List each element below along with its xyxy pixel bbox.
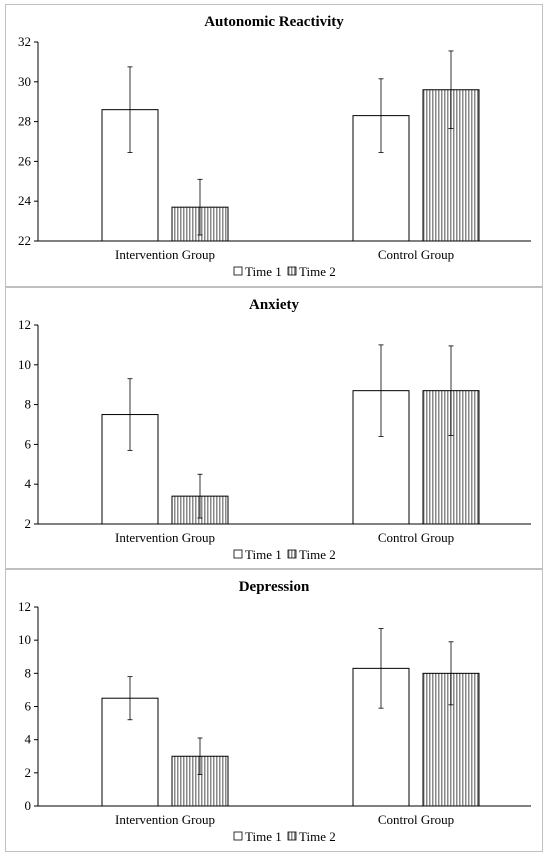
- y-tick-label: 8: [25, 665, 32, 680]
- chart-svg: 0 2 4 6 8 10 12 Intervention Group Control Group…: [18, 599, 531, 844]
- legend-swatch: [233, 266, 243, 276]
- y-tick-label: 8: [25, 397, 32, 412]
- legend-swatch: [287, 549, 297, 559]
- legend-swatch: [233, 549, 243, 559]
- legend-label: Time 1: [245, 547, 282, 562]
- x-category-label: Intervention Group: [115, 812, 215, 827]
- x-category-label: Control Group: [378, 812, 454, 827]
- y-tick-label: 30: [18, 74, 31, 89]
- y-tick-label: 28: [18, 114, 31, 129]
- chart-svg: 2 4 6 8 10 12 Intervention Group Control Group T…: [18, 317, 531, 562]
- legend-label: Time 1: [245, 264, 282, 279]
- chart-svg: 22 24 26 28 30 32 Intervention Group Control Gr…: [18, 34, 531, 279]
- legend-swatch: [287, 831, 297, 841]
- chart-panel-anxiety: Anxiety 2 4 6 8 10 12 Intervention Group Contro…: [5, 287, 543, 569]
- y-tick-label: 26: [18, 153, 32, 168]
- legend-label: Time 2: [299, 829, 336, 844]
- legend-swatch: [287, 266, 297, 276]
- x-category-label: Control Group: [378, 247, 454, 262]
- y-tick-label: 22: [18, 233, 31, 248]
- x-category-label: Intervention Group: [115, 247, 215, 262]
- y-tick-label: 0: [25, 798, 32, 813]
- legend-label: Time 2: [299, 264, 336, 279]
- y-tick-label: 4: [25, 732, 32, 747]
- y-tick-label: 24: [18, 193, 32, 208]
- y-tick-label: 10: [18, 632, 31, 647]
- y-tick-label: 6: [25, 699, 32, 714]
- y-tick-label: 10: [18, 357, 31, 372]
- x-category-label: Control Group: [378, 530, 454, 545]
- chart-title: Anxiety: [249, 297, 299, 313]
- y-tick-label: 32: [18, 34, 31, 49]
- y-tick-label: 12: [18, 317, 31, 332]
- chart-title: Depression: [238, 579, 310, 595]
- y-tick-label: 6: [25, 436, 32, 451]
- chart-panel-depression: Depression 0 2 4 6 8 10 12 Intervention Group Co…: [5, 569, 543, 852]
- chart-panel-autonomic-reactivity: Autonomic Reactivity 22 24 26 28 30 32 Interve…: [5, 4, 543, 287]
- chart-title: Autonomic Reactivity: [204, 14, 344, 30]
- y-tick-label: 4: [25, 476, 32, 491]
- legend-label: Time 1: [245, 829, 282, 844]
- y-tick-label: 2: [25, 765, 32, 780]
- legend-label: Time 2: [299, 547, 336, 562]
- x-category-label: Intervention Group: [115, 530, 215, 545]
- legend-swatch: [233, 831, 243, 841]
- y-tick-label: 12: [18, 599, 31, 614]
- y-tick-label: 2: [25, 516, 32, 531]
